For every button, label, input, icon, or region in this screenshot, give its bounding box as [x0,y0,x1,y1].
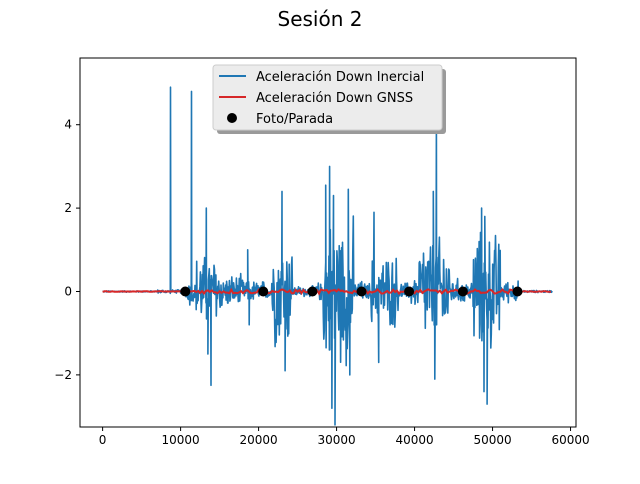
x-tick-label: 0 [99,433,107,447]
photo-stop-point [307,286,318,297]
y-tick-label: −2 [54,368,72,382]
series-gnss [102,287,551,296]
series-photo [180,286,523,297]
legend-label-gnss: Aceleración Down GNSS [256,91,413,106]
y-tick-label: 2 [64,201,72,215]
legend: Aceleración Down Inercial Aceleración Do… [212,64,446,134]
photo-stop-point [404,286,415,297]
legend-marker-photo [227,113,237,123]
y-axis: −2 0 2 4 [54,118,80,382]
x-tick-label: 50000 [473,433,511,447]
legend-label-inercial: Aceleración Down Inercial [256,70,424,85]
photo-stop-point [180,286,191,297]
legend-label-photo: Foto/Parada [256,112,333,127]
plot-frame [79,57,577,428]
y-tick-label: 0 [64,284,72,298]
plot-area [102,86,553,426]
legend-box [212,64,443,131]
x-tick-label: 30000 [317,433,355,447]
chart-title: Sesión 2 [278,7,363,31]
photo-stop-point [512,286,523,297]
photo-stop-point [258,286,269,297]
x-tick-label: 10000 [162,433,200,447]
photo-stop-point [457,286,468,297]
photo-stop-point [356,286,367,297]
x-tick-label: 60000 [551,433,589,447]
x-tick-label: 20000 [239,433,277,447]
x-axis: 0 10000 20000 30000 40000 50000 60000 [99,427,590,447]
x-tick-label: 40000 [395,433,433,447]
line-gnss [102,287,551,296]
y-tick-label: 4 [64,118,72,132]
